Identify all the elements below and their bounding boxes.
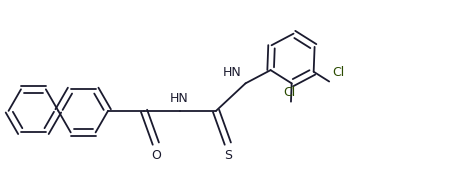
Text: Cl: Cl (284, 86, 296, 99)
Text: HN: HN (169, 92, 188, 105)
Text: HN: HN (223, 67, 241, 79)
Text: Cl: Cl (332, 66, 344, 79)
Text: S: S (224, 149, 232, 162)
Text: O: O (151, 149, 161, 162)
